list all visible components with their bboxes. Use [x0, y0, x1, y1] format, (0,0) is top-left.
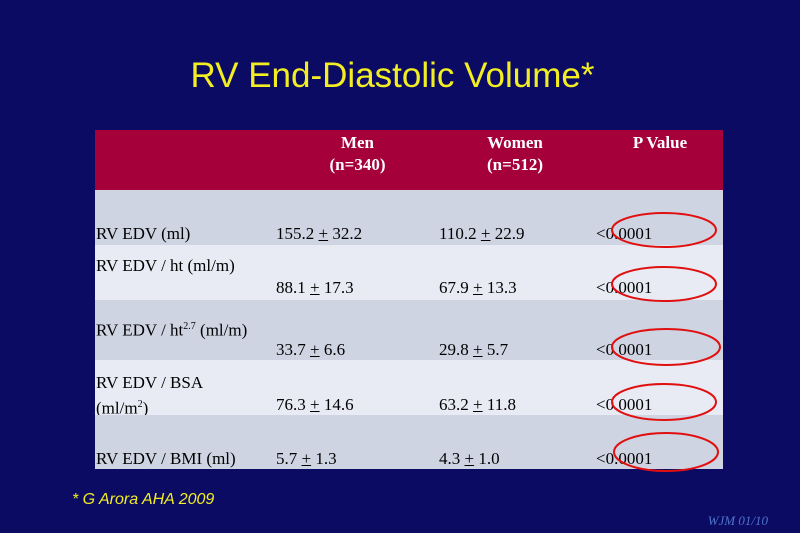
row-label: RV EDV / BMI (ml) [96, 449, 236, 468]
row-label-units: (ml/m2) [96, 398, 149, 418]
row-label: RV EDV (ml) [96, 224, 191, 243]
corner-tag: WJM 01/10 [707, 513, 768, 528]
data-table: Men (n=340) Women (n=512) P Value RV EDV… [95, 130, 723, 469]
table-row: RV EDV / ht (ml/m) 88.1 + 17.3 67.9 + 13… [95, 245, 723, 300]
men-value: 33.7 + 6.6 [276, 340, 346, 359]
header-women: Women (n=512) [435, 132, 595, 176]
women-value: 67.9 + 13.3 [439, 278, 517, 297]
women-value: 63.2 + 11.8 [439, 395, 516, 414]
highlight-circle [611, 266, 717, 302]
footnote: * G Arora AHA 2009 [72, 491, 215, 508]
highlight-circle [611, 212, 717, 248]
header-women-label: Women [487, 133, 543, 152]
men-value: 155.2 + 32.2 [276, 224, 363, 243]
table-row: RV EDV (ml) 155.2 + 32.2 110.2 + 22.9 <0… [95, 190, 723, 245]
header-p-value-label: P Value [632, 133, 688, 152]
table-row: RV EDV / BSA (ml/m2) 76.3 + 14.6 63.2 + … [95, 360, 723, 418]
men-value: 88.1 + 17.3 [276, 278, 354, 297]
women-value: 110.2 + 22.9 [439, 224, 525, 243]
header-men-label: Men [340, 133, 375, 152]
table-row: RV EDV / ht2.7 (ml/m) 33.7 + 6.6 29.8 + … [95, 300, 723, 360]
header-women-count: (n=512) [487, 155, 543, 174]
row-label: RV EDV / ht2.7 (ml/m) [96, 320, 248, 340]
highlight-circle [613, 432, 719, 472]
header-p-value: P Value [605, 132, 715, 154]
row-label: RV EDV / BSA [96, 373, 204, 392]
women-value: 4.3 + 1.0 [439, 449, 500, 468]
header-men-count: (n=340) [329, 155, 386, 174]
slide-title: RV End-Diastolic Volume* [190, 56, 595, 95]
p-value: <0.0001 [596, 449, 653, 468]
women-value: 29.8 + 5.7 [439, 340, 509, 359]
highlight-circle [611, 328, 721, 366]
row-label: RV EDV / ht (ml/m) [96, 256, 235, 275]
table-header: Men (n=340) Women (n=512) P Value [95, 130, 723, 190]
highlight-circle [611, 383, 717, 421]
men-value: 5.7 + 1.3 [276, 449, 337, 468]
table-row: RV EDV / BMI (ml) 5.7 + 1.3 4.3 + 1.0 <0… [95, 415, 723, 469]
header-men: Men (n=340) [275, 132, 440, 176]
men-value: 76.3 + 14.6 [276, 395, 354, 414]
